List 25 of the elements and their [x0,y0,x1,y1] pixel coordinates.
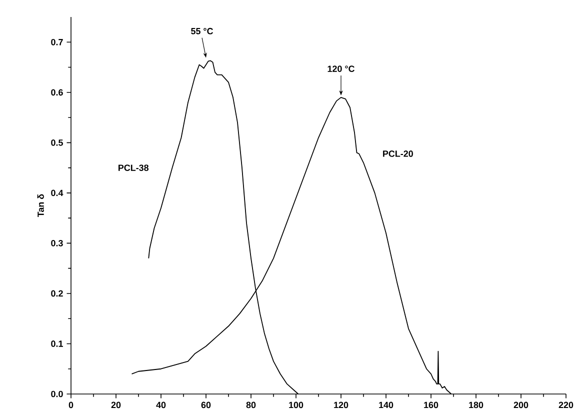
y-axis-title: Tan δ [37,194,44,218]
x-tick-label: 220 [558,402,574,408]
x-tick-label: 60 [201,402,211,408]
text: PCL-38 [118,164,149,171]
x-tick-label: 120 [334,402,348,408]
y-tick-label: 0.6 [51,89,63,96]
y-tick-label: 0.0 [51,390,63,398]
x-tick-label: 40 [156,402,166,408]
annotation: 55 °C [191,28,214,34]
x-tick-label: 140 [379,402,394,408]
text: PCL-20 [383,150,413,157]
y-tick-label: 0.7 [51,38,63,46]
y-tick-label: 0.3 [51,240,63,246]
x-tick-label: 80 [246,402,256,408]
y-tick-label: 0.4 [51,190,64,196]
x-tick-label: 0 [68,402,74,408]
y-tick-label: 0.5 [51,139,63,146]
x-tick-label: 20 [111,402,121,408]
x-tick-label: 200 [514,402,528,408]
x-tick-label: 180 [469,402,484,408]
y-tick-label: 0.2 [51,290,63,297]
x-tick-label: 100 [289,402,304,408]
y-tick-label: 0.1 [51,340,63,347]
annotation: 120 °C [328,66,355,72]
x-tick-label: 160 [424,402,438,408]
